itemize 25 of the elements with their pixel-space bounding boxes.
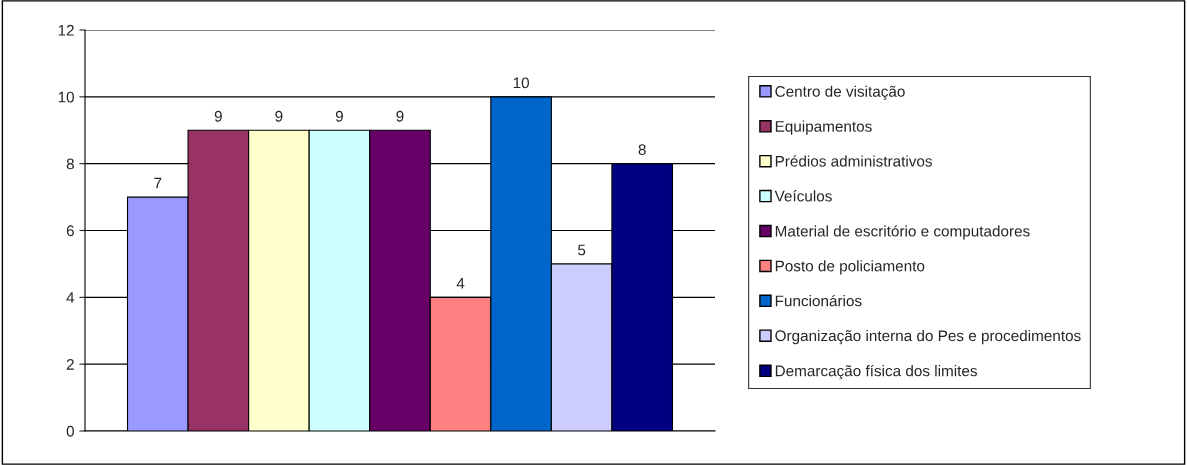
y-tick-label: 2	[66, 359, 74, 370]
data-label: 9	[396, 110, 404, 122]
legend-label: Centro de visitação	[775, 85, 905, 100]
data-label: 4	[456, 278, 465, 289]
legend-label: Organização interna do Pes e procedimentos	[775, 329, 1081, 345]
legend-label: Material de escritório e computadores	[775, 225, 1030, 240]
legend-label: Veículos	[774, 190, 832, 202]
data-label: 7	[154, 177, 162, 189]
y-tick-label: 6	[66, 225, 74, 237]
data-label: 8	[638, 144, 646, 156]
data-label: 9	[335, 110, 343, 122]
data-label: 9	[214, 110, 222, 122]
y-tick-label: 12	[58, 24, 74, 36]
legend-label: Posto de policiamento	[775, 260, 925, 275]
y-tick-label: 4	[66, 292, 75, 303]
y-tick-label: 8	[66, 158, 74, 170]
data-label: 5	[578, 244, 586, 256]
legend-label: Equipamentos	[775, 120, 872, 135]
y-tick-label: 0	[66, 425, 74, 437]
y-tick-label: 10	[58, 91, 74, 103]
legend-label: Demarcação física dos limites	[775, 364, 977, 380]
data-label: 9	[275, 110, 283, 122]
legend-label: Prédios administrativos	[775, 155, 932, 167]
data-label: 10	[513, 77, 529, 89]
legend-label: Funcionários	[775, 294, 862, 307]
